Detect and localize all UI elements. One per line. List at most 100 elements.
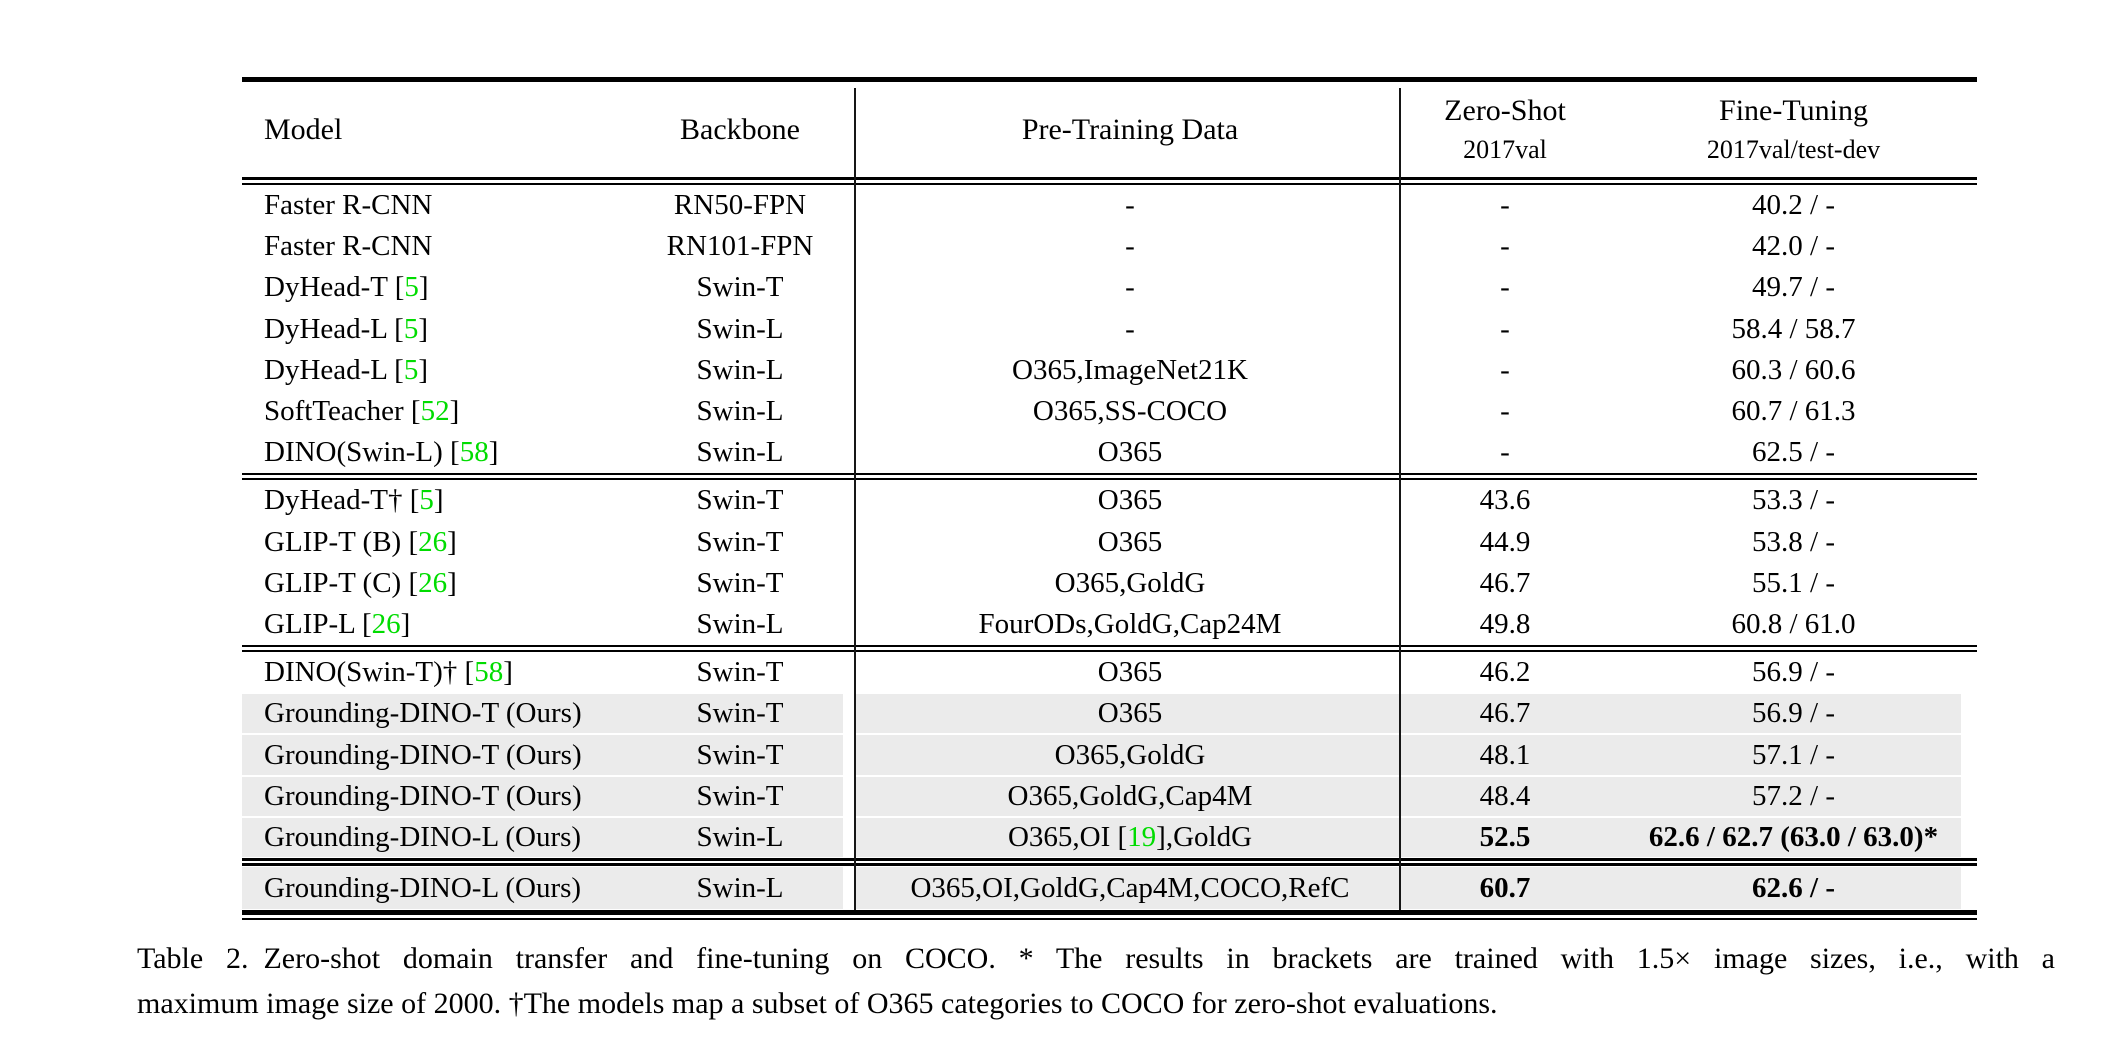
table-row: Grounding-DINO-T (Ours) Swin-T O365,GoldG 4…: [242, 734, 1977, 775]
cell-text: ]: [418, 353, 429, 386]
cell-zero-shot: 48.1: [1479, 738, 1531, 771]
row-highlight: [855, 776, 1961, 816]
cell-backbone: Swin-T: [696, 738, 784, 771]
cell-text: O365: [1097, 436, 1163, 469]
cell-text: FourODs,GoldG,Cap24M: [978, 607, 1282, 640]
table-row: SoftTeacher [52] Swin-L O365,SS-COCO - 60.7 …: [242, 391, 1977, 432]
header-zero-shot-title: Zero-Shot: [1444, 94, 1566, 127]
cell-fine-tuning: 56.9 / -: [1752, 656, 1835, 689]
cell-backbone: Swin-L: [696, 820, 784, 853]
cell-pretraining-data: FourODs,GoldG,Cap24M: [860, 604, 1400, 645]
cell-pretraining-data: O365,ImageNet21K: [860, 350, 1400, 391]
cell-model: DyHead-L [5]: [242, 309, 620, 350]
top-rule: [242, 77, 1977, 82]
results-table: Model Backbone Pre-Training Data Zero-Sh…: [242, 77, 1977, 920]
cell-text: ]: [433, 484, 444, 517]
header-pretraining-data: Pre-Training Data: [1021, 112, 1239, 146]
cell-backbone: RN50-FPN: [673, 189, 807, 222]
cell-fine-tuning: 55.1 / -: [1752, 566, 1835, 599]
cell-text: Grounding-DINO-L (Ours): [264, 820, 582, 853]
row-highlight: [242, 694, 843, 734]
cell-pretraining-data: O365: [860, 693, 1400, 734]
header-model: Model: [264, 112, 343, 146]
table-row: DyHead-T† [5] Swin-T O365 43.6 53.3 / -: [242, 480, 1977, 521]
table-caption: Table 2. Zero-shot domain transfer and f…: [137, 936, 2055, 1026]
cell-text: ]: [503, 656, 513, 689]
table-row: GLIP-T (B) [26] Swin-T O365 44.9 53.8 / -: [242, 522, 1977, 563]
citation-number: 58: [474, 656, 504, 689]
cell-text: ]: [418, 271, 429, 304]
table-row: Faster R-CNN RN50-FPN - - 40.2 / -: [242, 185, 1977, 226]
row-highlight: [242, 867, 843, 909]
cell-zero-shot: -: [1500, 312, 1510, 345]
header-fine-tuning-subtitle: 2017val/test-dev: [1706, 135, 1881, 164]
cell-text: -: [1125, 230, 1135, 263]
table-row: GLIP-T (C) [26] Swin-T O365,GoldG 46.7 55.1 …: [242, 563, 1977, 604]
cell-zero-shot: -: [1500, 395, 1510, 428]
citation-number: 58: [459, 436, 489, 469]
cell-fine-tuning: 62.6 / -: [1752, 871, 1835, 904]
caption-line-1: Table 2. Zero-shot domain transfer and f…: [137, 942, 2055, 975]
cell-zero-shot: -: [1500, 230, 1510, 263]
citation-number: 5: [404, 271, 419, 304]
header-zero-shot-subtitle: 2017val: [1463, 135, 1547, 164]
cell-text: O365,GoldG: [1054, 566, 1206, 599]
cell-pretraining-data: O365,GoldG: [860, 734, 1400, 775]
cell-text: Grounding-DINO-T (Ours): [264, 738, 582, 771]
cell-text: DyHead-L [: [264, 353, 404, 386]
cell-pretraining-data: -: [860, 185, 1400, 226]
cell-fine-tuning: 40.2 / -: [1752, 189, 1835, 222]
cell-backbone: Swin-T: [696, 271, 784, 304]
cell-text: O365: [1097, 525, 1163, 558]
row-highlight: [242, 776, 843, 816]
cell-fine-tuning: 56.9 / -: [1752, 697, 1835, 730]
cell-text: SoftTeacher [: [264, 395, 421, 428]
cell-backbone: Swin-T: [696, 779, 784, 812]
cell-text: O365,ImageNet21K: [1012, 353, 1248, 386]
table-row: Grounding-DINO-L (Ours) Swin-L O365,OI [19…: [242, 817, 1977, 858]
column-divider: [1399, 88, 1401, 910]
cell-zero-shot: 60.7: [1479, 871, 1531, 904]
cell-fine-tuning: 53.8 / -: [1752, 525, 1835, 558]
caption-line-2: maximum image size of 2000. †The models …: [137, 987, 1498, 1020]
group-separator-rule: [242, 858, 1977, 866]
citation-number: 52: [420, 395, 450, 428]
cell-backbone: Swin-L: [696, 395, 784, 428]
row-highlight: [855, 817, 1961, 857]
cell-pretraining-data: O365,OI,GoldG,Cap4M,COCO,RefC: [860, 866, 1400, 910]
cell-text: Faster R-CNN: [264, 230, 433, 263]
citation-number: 5: [403, 312, 419, 345]
cell-backbone: Swin-L: [696, 312, 784, 345]
cell-backbone: Swin-L: [696, 871, 784, 904]
cell-text: Grounding-DINO-T (Ours): [264, 697, 582, 730]
table-group: DyHead-T† [5] Swin-T O365 43.6 53.3 / - GLIP-…: [242, 480, 1977, 645]
cell-pretraining-data: -: [860, 309, 1400, 350]
cell-model: DINO(Swin-L) [58]: [242, 432, 620, 473]
cell-model: DyHead-T [5]: [242, 267, 620, 308]
cell-fine-tuning: 57.1 / -: [1752, 738, 1835, 771]
cell-text: O365,GoldG,Cap4M: [1007, 779, 1253, 812]
cell-text: ]: [418, 312, 429, 345]
header-zero-shot: Zero-Shot 2017val: [1400, 82, 1610, 177]
cell-zero-shot: 52.5: [1479, 820, 1531, 853]
cell-text: ]: [400, 607, 411, 640]
cell-text: -: [1125, 189, 1135, 222]
cell-pretraining-data: O365,SS-COCO: [860, 391, 1400, 432]
cell-zero-shot: -: [1500, 436, 1510, 469]
cell-text: O365,SS-COCO: [1032, 395, 1228, 428]
group-separator-rule: [242, 645, 1977, 653]
cell-model: Grounding-DINO-T (Ours): [242, 776, 620, 817]
cell-text: GLIP-T (C) [: [264, 566, 419, 599]
citation-number: 5: [419, 484, 434, 517]
cell-text: Faster R-CNN: [264, 189, 433, 222]
table-row: DyHead-L [5] Swin-L - - 58.4 / 58.7: [242, 309, 1977, 350]
citation-number: 19: [1127, 820, 1157, 853]
cell-pretraining-data: O365,GoldG: [860, 563, 1400, 604]
cell-backbone: Swin-L: [696, 353, 784, 386]
cell-model: GLIP-T (B) [26]: [242, 522, 620, 563]
cell-text: ]: [449, 395, 460, 428]
row-highlight: [242, 817, 843, 857]
cell-pretraining-data: O365,OI [19],GoldG: [860, 817, 1400, 858]
cell-text: DyHead-L [: [264, 312, 404, 345]
citation-number: 26: [418, 525, 448, 558]
